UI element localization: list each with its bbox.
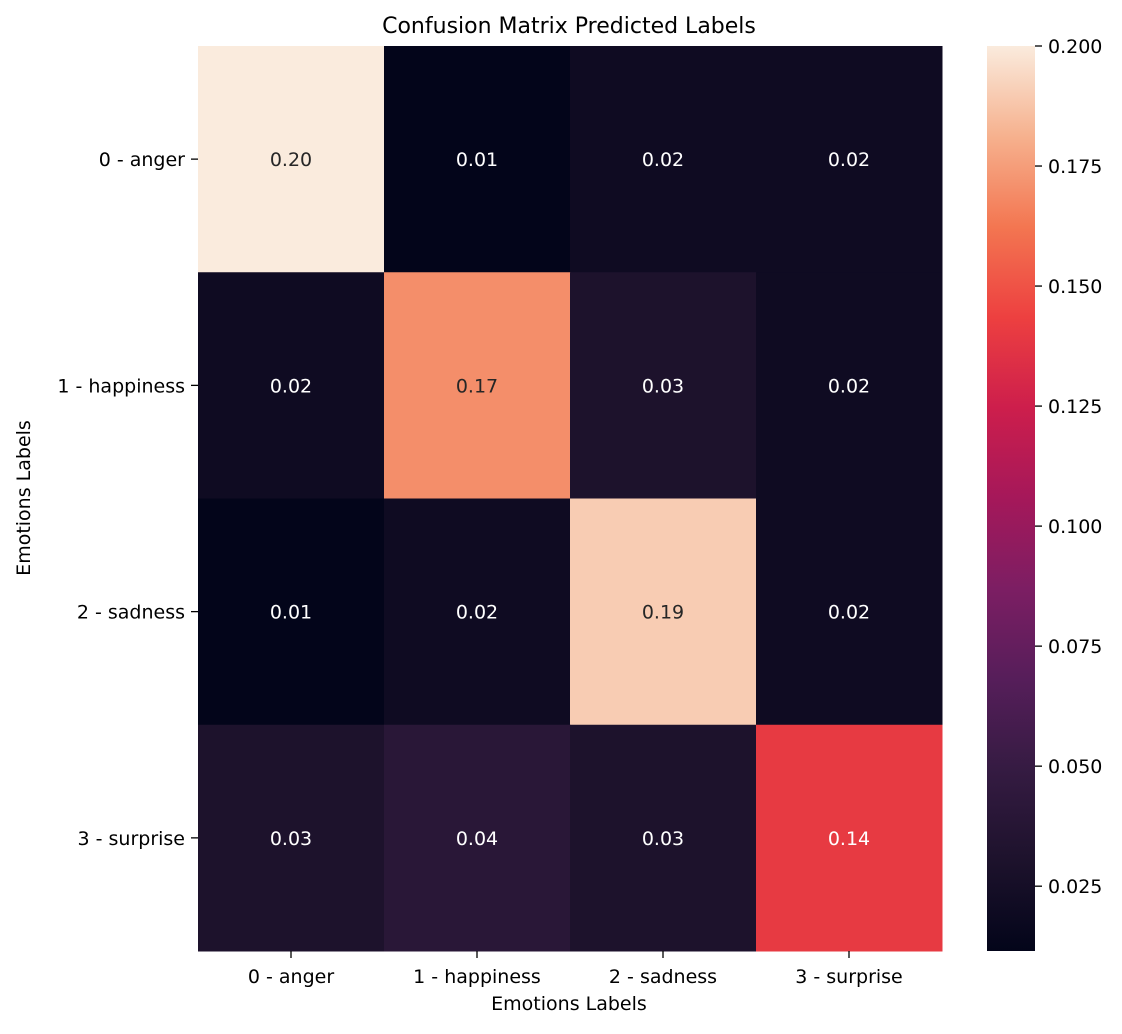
y-tick-label: 0 - anger [99, 149, 185, 171]
y-tick-label: 3 - surprise [77, 828, 185, 850]
heatmap-cell [756, 272, 943, 499]
cell-value-label: 0.17 [456, 375, 498, 397]
colorbar-tick-label: 0.150 [1048, 276, 1102, 298]
heatmap-cell [756, 46, 943, 273]
cell-value-label: 0.19 [642, 602, 684, 624]
heatmap-cell [570, 272, 757, 499]
cell-value-label: 0.02 [270, 375, 312, 397]
cell-value-label: 0.02 [828, 149, 870, 171]
heatmap-cell [198, 272, 385, 499]
cell-value-label: 0.20 [270, 149, 312, 171]
x-tick-label: 0 - anger [248, 966, 334, 988]
heatmap-cell [384, 724, 571, 952]
colorbar [987, 46, 1035, 951]
colorbar-tick-label: 0.100 [1048, 516, 1102, 538]
x-tick-label: 2 - sadness [609, 966, 717, 988]
colorbar-ticks: 0.025 0.050 0.075 0.100 0.125 0.150 0.175 0.200 [1035, 36, 1102, 898]
colorbar-tick-label: 0.025 [1048, 876, 1102, 898]
cell-value-label: 0.03 [642, 375, 684, 397]
cell-value-label: 0.02 [456, 602, 498, 624]
x-tick-label: 1 - happiness [413, 966, 541, 988]
cell-value-label: 0.01 [270, 602, 312, 624]
heatmap-cell [756, 498, 943, 726]
cell-value-label: 0.02 [828, 375, 870, 397]
cell-value-label: 0.03 [642, 828, 684, 850]
heatmap-cell [570, 46, 757, 273]
heatmap-cell [384, 498, 571, 726]
cell-value-label: 0.01 [456, 149, 498, 171]
x-tick-label: 3 - surprise [795, 966, 903, 988]
x-axis-label: Emotions Labels [491, 993, 647, 1015]
colorbar-tick-label: 0.075 [1048, 636, 1102, 658]
colorbar-tick-label: 0.175 [1048, 156, 1102, 178]
cell-value-label: 0.02 [642, 149, 684, 171]
y-tick-label: 1 - happiness [57, 375, 185, 397]
cell-value-label: 0.14 [828, 828, 870, 850]
heatmap-cell [384, 272, 571, 499]
heatmap-cell [198, 498, 385, 726]
colorbar-tick-label: 0.200 [1048, 36, 1102, 58]
chart-title: Confusion Matrix Predicted Labels [382, 14, 756, 39]
heatmap-cell [384, 46, 571, 273]
heatmap-cell-labels: 0.20 0.01 0.02 0.02 0.02 0.17 0.03 0.02 0.01 0.02… [270, 149, 870, 850]
y-axis: 0 - anger 1 - happiness 2 - sadness 3 - sur… [57, 149, 198, 850]
cell-value-label: 0.04 [456, 828, 498, 850]
heatmap-cell [570, 498, 757, 726]
y-tick-label: 2 - sadness [77, 602, 185, 624]
y-axis-label: Emotions Labels [13, 420, 35, 576]
colorbar-tick-label: 0.050 [1048, 756, 1102, 778]
heatmap-cells [198, 46, 943, 952]
heatmap-cell [756, 724, 943, 952]
cell-value-label: 0.03 [270, 828, 312, 850]
heatmap-cell [198, 724, 385, 952]
heatmap-cell [570, 724, 757, 952]
cell-value-label: 0.02 [828, 602, 870, 624]
x-axis: 0 - anger 1 - happiness 2 - sadness 3 - sur… [248, 951, 903, 988]
colorbar-tick-label: 0.125 [1048, 396, 1102, 418]
heatmap-cell [198, 46, 385, 273]
